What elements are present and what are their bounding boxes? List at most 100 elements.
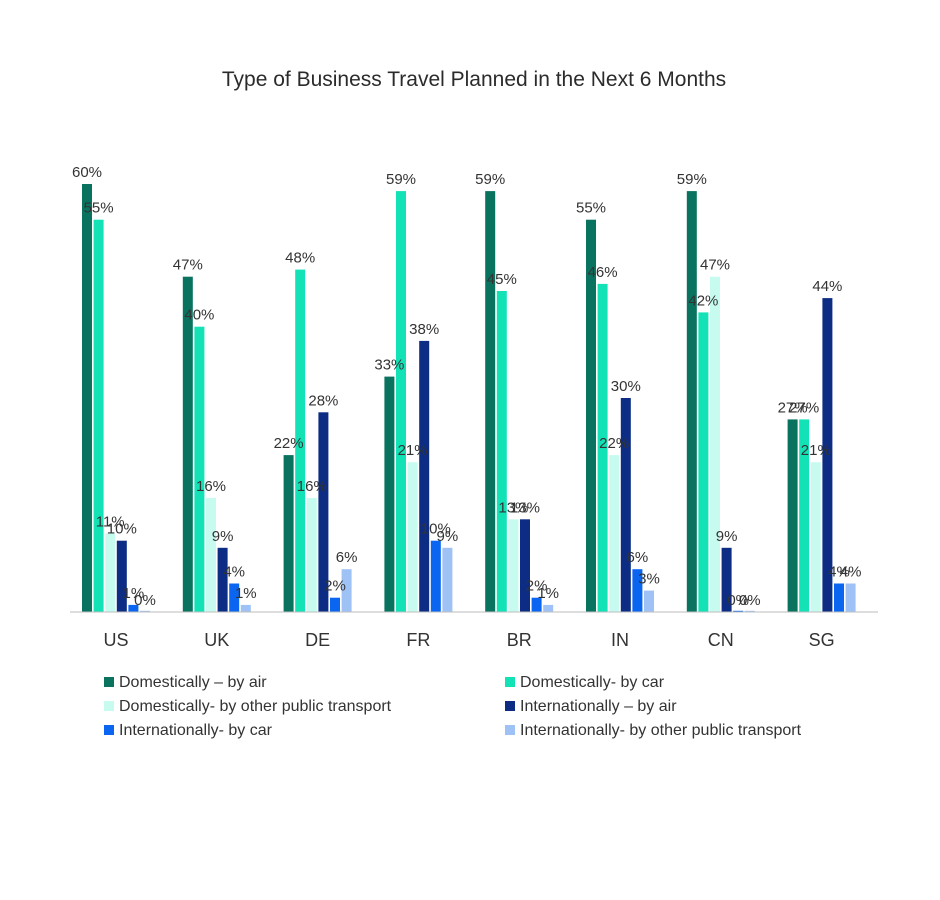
value-label-sg-series-4: 44% <box>812 278 842 295</box>
bar-de-series-5 <box>330 597 340 612</box>
value-label-br-series-4: 13% <box>510 499 540 516</box>
bar-sg-series-3 <box>810 462 821 612</box>
bar-cn-series-4 <box>721 547 732 612</box>
bar-us-series-1 <box>82 184 92 612</box>
value-label-uk-series-3: 16% <box>196 478 226 495</box>
value-label-fr-series-1: 33% <box>374 357 404 374</box>
value-label-uk-series-2: 40% <box>184 307 214 324</box>
value-label-us-series-2: 55% <box>84 200 114 217</box>
bar-in-series-6 <box>644 590 654 612</box>
bar-sg-series-5 <box>834 583 844 612</box>
value-label-fr-series-5: 10% <box>421 521 451 538</box>
value-label-de-series-2: 48% <box>285 250 315 267</box>
value-label-us-series-1: 60% <box>72 164 102 181</box>
legend-swatch-5 <box>104 725 114 735</box>
legend-label-6: Internationally- by other public transpo… <box>520 722 802 739</box>
bar-br-series-1 <box>485 191 496 612</box>
bar-fr-series-3 <box>407 462 418 612</box>
value-label-br-series-6: 1% <box>537 585 559 602</box>
bar-cn-series-6 <box>744 610 755 612</box>
value-label-fr-series-6: 9% <box>437 528 459 545</box>
bar-sg-series-4 <box>822 298 833 612</box>
bar-in-series-4 <box>620 398 631 612</box>
bar-br-series-6 <box>543 604 554 612</box>
bar-uk-series-1 <box>182 276 193 612</box>
category-label-br: BR <box>507 630 532 650</box>
value-label-sg-series-3: 21% <box>801 442 831 459</box>
value-label-in-series-5: 6% <box>627 549 649 566</box>
value-label-de-series-5: 2% <box>324 578 346 595</box>
value-labels-layer: 60%55%11%10%1%0%47%40%16%9%4%1%22%48%16%… <box>72 164 861 609</box>
category-label-sg: SG <box>809 630 835 650</box>
value-label-sg-series-2: 27% <box>789 399 819 416</box>
value-label-sg-series-5: 4% <box>828 564 850 581</box>
value-label-fr-series-2: 59% <box>386 171 416 188</box>
bar-br-series-2 <box>496 291 507 612</box>
bar-sg-series-6 <box>845 583 856 612</box>
bar-in-series-5 <box>632 569 643 612</box>
legend-swatch-4 <box>505 701 515 711</box>
bar-in-series-2 <box>597 283 608 612</box>
value-label-in-series-6: 3% <box>638 571 660 588</box>
bar-us-series-3 <box>105 533 116 612</box>
legend-label-5: Internationally- by car <box>119 722 273 739</box>
value-label-cn-series-3: 47% <box>700 257 730 274</box>
bar-in-series-1 <box>586 219 596 612</box>
bar-us-series-5 <box>128 604 139 612</box>
bar-uk-series-4 <box>217 547 228 612</box>
bar-us-series-2 <box>93 219 104 612</box>
value-label-br-series-1: 59% <box>475 171 505 188</box>
bar-uk-series-2 <box>194 326 205 612</box>
value-label-uk-series-4: 9% <box>212 528 234 545</box>
bars-layer <box>82 184 856 612</box>
value-label-de-series-6: 6% <box>336 549 358 566</box>
legend-label-4: Internationally – by air <box>520 698 677 715</box>
value-label-in-series-4: 30% <box>611 378 641 395</box>
value-label-in-series-1: 55% <box>576 200 606 217</box>
value-label-us-series-3: 11% <box>96 514 125 531</box>
bar-de-series-3 <box>306 497 317 612</box>
value-label-sg-series-6: 4% <box>840 564 862 581</box>
legend-swatch-3 <box>104 701 114 711</box>
value-label-us-series-4: 10% <box>107 521 137 538</box>
value-label-cn-series-6: 0% <box>739 592 761 609</box>
bar-us-series-6 <box>140 610 150 612</box>
legend-swatch-2 <box>505 677 515 687</box>
value-label-cn-series-1: 59% <box>677 171 707 188</box>
category-labels-layer: US UK DE FR BR IN CN SG <box>103 630 834 650</box>
category-label-uk: UK <box>204 630 229 650</box>
bar-br-series-5 <box>531 597 542 612</box>
bar-fr-series-4 <box>419 340 430 612</box>
value-label-br-series-3: 13% <box>498 499 528 516</box>
bar-cn-series-1 <box>686 191 697 612</box>
bar-us-series-4 <box>116 540 127 612</box>
chart-title: Type of Business Travel Planned in the N… <box>222 68 726 91</box>
legend: Domestically – by air Domestically- by ca… <box>104 674 802 739</box>
bar-fr-series-6 <box>442 547 453 612</box>
value-label-cn-series-5: 0% <box>727 592 749 609</box>
bar-cn-series-5 <box>733 610 744 612</box>
category-label-cn: CN <box>708 630 734 650</box>
value-label-de-series-3: 16% <box>297 478 327 495</box>
bar-sg-series-1 <box>787 419 798 612</box>
category-label-de: DE <box>305 630 330 650</box>
value-label-in-series-2: 46% <box>588 264 618 281</box>
bar-fr-series-1 <box>384 376 395 612</box>
bar-cn-series-3 <box>710 276 720 612</box>
value-label-cn-series-2: 42% <box>688 292 718 309</box>
bar-de-series-4 <box>318 412 329 612</box>
value-label-fr-series-3: 21% <box>398 442 428 459</box>
bar-br-series-3 <box>508 519 519 612</box>
value-label-us-series-5: 1% <box>123 585 145 602</box>
value-label-br-series-5: 2% <box>526 578 548 595</box>
category-label-in: IN <box>611 630 629 650</box>
value-label-in-series-3: 22% <box>599 435 629 452</box>
bar-de-series-6 <box>341 569 352 612</box>
bar-fr-series-2 <box>396 191 406 612</box>
legend-swatch-1 <box>104 677 114 687</box>
bar-de-series-2 <box>295 269 306 612</box>
bar-uk-series-6 <box>240 604 251 612</box>
value-label-us-series-6: 0% <box>134 592 156 609</box>
